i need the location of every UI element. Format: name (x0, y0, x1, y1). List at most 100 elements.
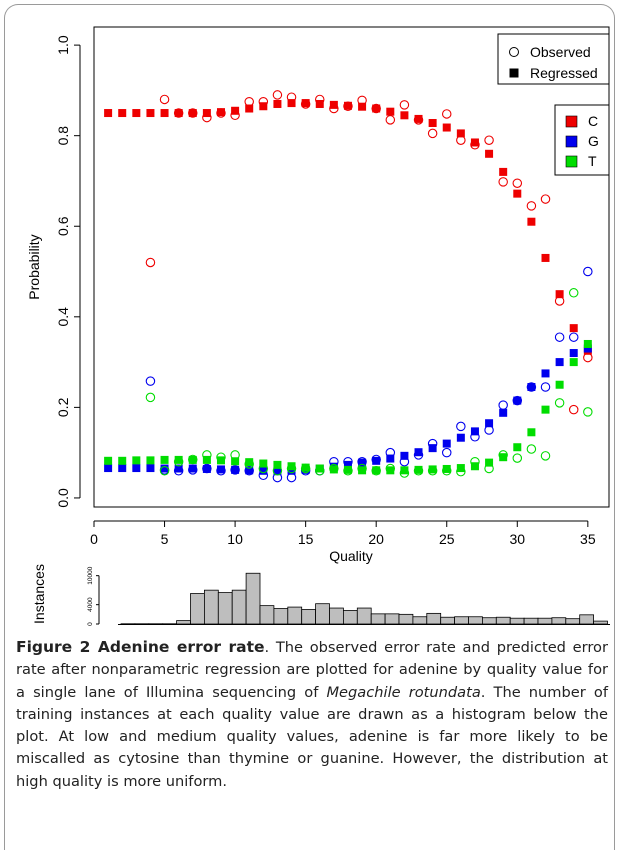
legend-observed-symbol (509, 47, 519, 57)
histogram-bar (329, 607, 344, 625)
histogram-bar (301, 609, 317, 625)
t-observed-point (202, 450, 212, 460)
g-observed-point (173, 466, 184, 476)
t-observed-point (258, 463, 269, 474)
histogram-bar (231, 589, 247, 625)
t-regressed-point (188, 455, 197, 464)
t-observed-point (188, 454, 198, 465)
c-regressed-point (414, 114, 423, 123)
c-regressed-point (146, 109, 155, 118)
g-regressed-point (386, 454, 395, 463)
t-regressed-point (118, 456, 127, 465)
c-observed-point (568, 404, 579, 415)
c-regressed-point (104, 109, 113, 118)
g-observed-point (286, 472, 297, 483)
t-regressed-point (456, 464, 465, 473)
c-regressed-point (442, 123, 451, 132)
legend-c-symbol (565, 115, 578, 128)
x-tick-label: 25 (439, 531, 455, 547)
legend-bases-box (554, 104, 610, 176)
g-observed-point (385, 447, 396, 458)
t-regressed-point (583, 339, 592, 348)
t-observed-point (399, 468, 410, 478)
g-observed-point (202, 463, 212, 474)
histogram-y-tick-label: 10000 (87, 566, 94, 584)
c-regressed-point (343, 101, 352, 110)
c-observed-point (244, 96, 254, 107)
c-observed-point (498, 177, 508, 187)
t-regressed-point (372, 466, 381, 475)
g-observed-point (554, 332, 565, 342)
t-observed-point (554, 398, 565, 408)
c-regressed-point (188, 109, 197, 118)
g-observed-point (568, 332, 579, 342)
g-regressed-point (273, 467, 282, 476)
g-observed-point (498, 400, 508, 410)
figure-frame-edge (4, 633, 5, 850)
t-regressed-point (343, 465, 352, 474)
c-regressed-point (386, 107, 395, 116)
c-regressed-point (485, 149, 494, 158)
g-regressed-point (231, 465, 240, 474)
c-observed-point (343, 101, 353, 111)
c-observed-point (512, 178, 523, 188)
g-observed-point (216, 466, 226, 476)
caption-text-part-2: . The number of training instances at ea… (16, 683, 608, 790)
histogram-bar (384, 613, 400, 625)
t-observed-point (230, 450, 240, 460)
caption-species-name: Megachile rotundata (326, 683, 481, 701)
histogram-bar (217, 592, 233, 625)
t-regressed-point (513, 443, 522, 452)
histogram-bar (398, 613, 414, 625)
c-regressed-point (527, 217, 536, 226)
y-axis-label: Probability (26, 234, 42, 299)
t-regressed-point (386, 466, 395, 475)
legend-regressed-symbol (509, 68, 519, 78)
caption-text-part-1: . The observed error rate and predicted … (16, 639, 608, 701)
c-regressed-point (569, 324, 578, 333)
g-observed-point (357, 456, 367, 467)
histogram-y-tick-label: 4000 (87, 597, 94, 612)
t-regressed-point (358, 466, 367, 475)
t-observed-point (173, 456, 184, 467)
c-regressed-point (428, 119, 437, 127)
histogram-bar (190, 593, 205, 625)
t-observed-point (526, 444, 537, 454)
g-observed-point (470, 432, 480, 442)
t-regressed-point (414, 465, 423, 474)
g-observed-point (272, 472, 283, 483)
x-tick-label: 20 (368, 531, 384, 547)
g-observed-point (441, 447, 452, 458)
legend-bases: C G T (554, 104, 610, 176)
g-regressed-point (527, 383, 536, 391)
g-regressed-point (188, 464, 197, 473)
histogram-bar (593, 620, 608, 625)
histogram-bar (481, 617, 497, 625)
g-regressed-point (118, 464, 127, 473)
c-observed-point (399, 100, 410, 110)
t-observed-point (441, 466, 452, 476)
histogram-bar (245, 572, 261, 625)
g-regressed-point (245, 466, 254, 475)
c-regressed-point (301, 99, 310, 108)
g-observed-point (413, 450, 424, 460)
c-observed-point (484, 135, 494, 145)
x-tick-label: 0 (90, 531, 98, 547)
x-tick-label: 30 (509, 531, 525, 547)
g-regressed-point (541, 369, 550, 378)
histogram-bars (120, 572, 608, 625)
t-regressed-point (202, 455, 211, 464)
scatter-plot-area (93, 26, 610, 508)
g-regressed-point (174, 464, 183, 473)
c-observed-point (413, 115, 424, 125)
t-observed-point (456, 466, 466, 477)
t-regressed-point (428, 465, 437, 474)
t-observed-point (498, 450, 508, 460)
legend-observed-label: Observed (530, 44, 591, 60)
g-regressed-point (583, 344, 592, 353)
c-regressed-point (118, 109, 127, 118)
legend-g-symbol (565, 135, 578, 148)
g-observed-point (540, 382, 551, 392)
t-regressed-point (485, 458, 494, 467)
legend-markers: Observed Regressed (497, 33, 610, 85)
